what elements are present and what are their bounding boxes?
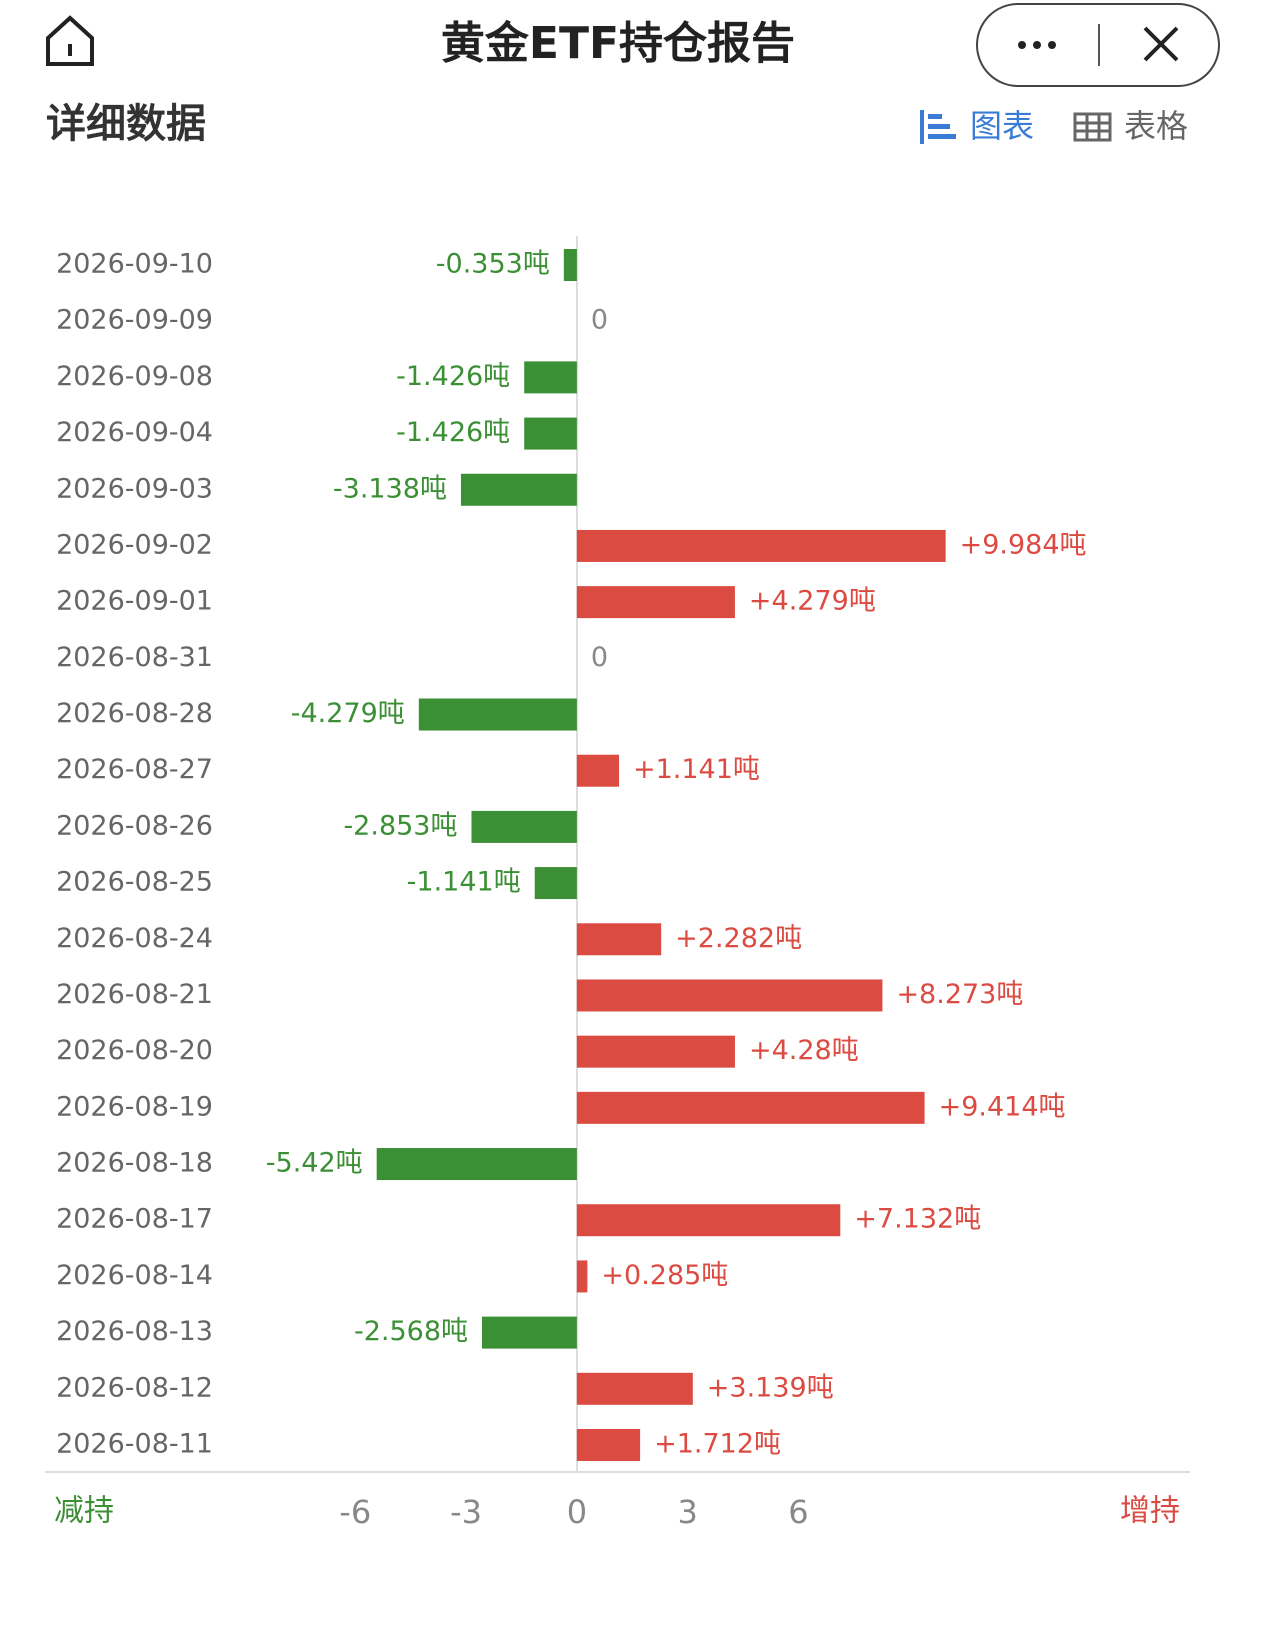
y-tick-label: 2026-08-31 <box>56 642 213 673</box>
x-tick-label: 3 <box>677 1493 697 1531</box>
value-label: -1.426吨 <box>396 417 510 448</box>
y-tick-label: 2026-09-10 <box>56 249 213 280</box>
page-title: 黄金ETF持仓报告 <box>441 18 795 69</box>
bar <box>534 867 577 900</box>
bar <box>576 979 883 1012</box>
value-label: +0.285吨 <box>601 1260 728 1291</box>
x-tick-label: -6 <box>339 1493 371 1531</box>
y-tick-label: 2026-08-21 <box>56 979 213 1010</box>
bar <box>576 1260 588 1293</box>
bar <box>576 754 620 787</box>
value-label: +2.282吨 <box>675 923 802 954</box>
bar <box>576 1372 693 1405</box>
y-tick-label: 2026-08-26 <box>56 810 213 841</box>
y-tick-label: 2026-08-24 <box>56 923 213 954</box>
positive-label: 增持 <box>1120 1494 1180 1529</box>
x-tick-label: -3 <box>450 1493 482 1531</box>
value-label: +4.279吨 <box>749 586 876 617</box>
value-label: -2.568吨 <box>354 1316 468 1347</box>
value-label: +4.28吨 <box>749 1035 859 1066</box>
home-button[interactable] <box>46 15 94 66</box>
bar <box>576 586 735 619</box>
y-tick-label: 2026-08-12 <box>56 1372 213 1403</box>
bar <box>524 361 577 394</box>
bar <box>460 473 577 506</box>
bar <box>563 249 577 281</box>
y-tick-label: 2026-09-03 <box>56 473 213 504</box>
y-tick-label: 2026-08-28 <box>56 698 213 729</box>
bar <box>576 1091 925 1124</box>
capsule <box>976 3 1220 87</box>
y-tick-label: 2026-08-14 <box>56 1260 213 1291</box>
bar <box>576 1428 641 1461</box>
bar <box>471 810 577 843</box>
y-tick-label: 2026-08-13 <box>56 1316 213 1347</box>
y-tick-label: 2026-08-19 <box>56 1091 213 1122</box>
chart-tab-icon <box>920 110 956 144</box>
bar <box>576 529 946 562</box>
bar <box>482 1316 577 1349</box>
y-tick-label: 2026-09-04 <box>56 417 213 448</box>
value-label: 0 <box>591 642 608 673</box>
chart-tab[interactable]: 图表 <box>970 107 1034 145</box>
bar <box>524 417 577 450</box>
y-tick-label: 2026-08-17 <box>56 1204 213 1235</box>
x-tick-label: 0 <box>567 1493 587 1531</box>
value-label: -5.42吨 <box>266 1148 363 1179</box>
y-tick-label: 2026-09-01 <box>56 586 213 617</box>
value-label: +7.132吨 <box>854 1204 981 1235</box>
section-title: 详细数据 <box>46 101 206 147</box>
value-label: -3.138吨 <box>333 473 447 504</box>
y-tick-label: 2026-08-20 <box>56 1035 213 1066</box>
bar <box>418 698 577 731</box>
value-label: -1.426吨 <box>396 361 510 392</box>
value-label: +3.139吨 <box>707 1372 834 1403</box>
y-tick-label: 2026-09-09 <box>56 305 213 336</box>
table-tab-icon <box>1073 112 1112 142</box>
bar <box>576 923 662 956</box>
close-button[interactable] <box>1143 26 1179 62</box>
value-label: 0 <box>591 305 608 336</box>
value-label: +8.273吨 <box>896 979 1023 1010</box>
table-tab[interactable]: 表格 <box>1124 107 1188 145</box>
y-tick-label: 2026-08-25 <box>56 867 213 898</box>
value-label: -0.353吨 <box>436 249 550 280</box>
value-label: +1.712吨 <box>654 1428 781 1459</box>
bar <box>576 1204 841 1237</box>
x-tick-label: 6 <box>788 1493 808 1531</box>
y-tick-label: 2026-08-18 <box>56 1148 213 1179</box>
value-label: -1.141吨 <box>407 867 521 898</box>
y-tick-label: 2026-08-11 <box>56 1428 213 1459</box>
y-tick-label: 2026-09-02 <box>56 529 213 560</box>
bar <box>576 1035 735 1068</box>
negative-label: 减持 <box>54 1494 114 1529</box>
more-button[interactable] <box>1018 41 1056 49</box>
y-tick-label: 2026-09-08 <box>56 361 213 392</box>
y-tick-label: 2026-08-27 <box>56 754 213 785</box>
bar <box>376 1148 577 1181</box>
value-label: -4.279吨 <box>291 698 405 729</box>
value-label: +9.984吨 <box>960 529 1087 560</box>
value-label: -2.853吨 <box>343 810 457 841</box>
value-label: +1.141吨 <box>633 754 760 785</box>
value-label: +9.414吨 <box>939 1091 1066 1122</box>
